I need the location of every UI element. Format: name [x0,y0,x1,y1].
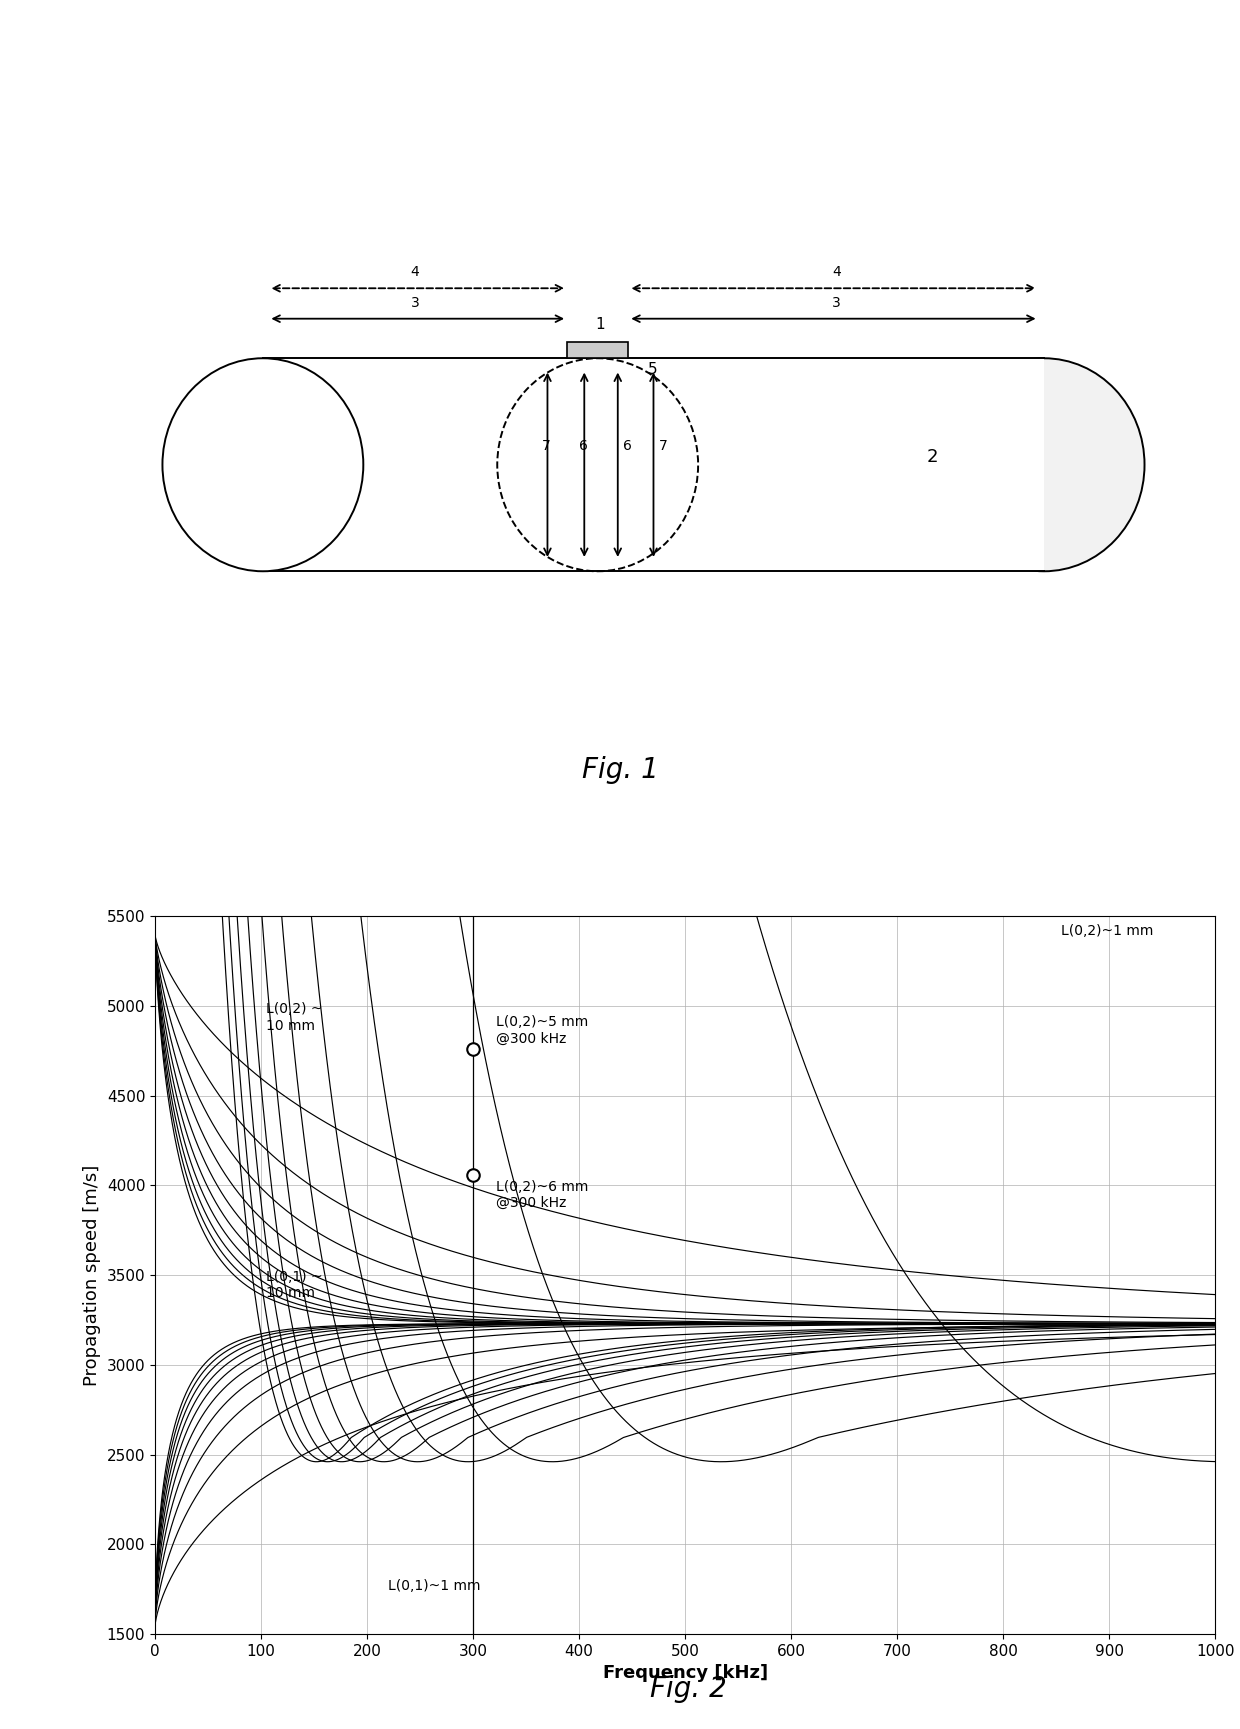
Text: L(0,2)~1 mm: L(0,2)~1 mm [1061,923,1154,937]
Text: L(0,2)~6 mm
@300 kHz: L(0,2)~6 mm @300 kHz [496,1181,589,1210]
Text: 3: 3 [832,296,841,309]
Text: 6: 6 [624,439,632,453]
Text: 2: 2 [926,448,939,467]
Text: Fig. 2: Fig. 2 [650,1675,727,1703]
Text: L(0,2) ~
10 mm: L(0,2) ~ 10 mm [267,1003,322,1032]
Polygon shape [263,358,1044,571]
Text: Fig. 1: Fig. 1 [582,756,658,785]
Bar [567,342,629,358]
Text: 3: 3 [410,296,419,309]
Ellipse shape [162,358,363,571]
X-axis label: Frequency [kHz]: Frequency [kHz] [603,1665,768,1682]
Text: L(0,1) ~
10 mm: L(0,1) ~ 10 mm [267,1269,322,1300]
Text: 1: 1 [595,318,605,332]
Text: 5: 5 [649,361,657,377]
Text: L(0,2)~5 mm
@300 kHz: L(0,2)~5 mm @300 kHz [496,1015,589,1046]
Y-axis label: Propagation speed [m/s]: Propagation speed [m/s] [83,1165,102,1385]
Text: 4: 4 [410,265,419,278]
Text: 6: 6 [579,439,588,453]
Text: 4: 4 [832,265,841,278]
Text: 7: 7 [660,439,668,453]
Ellipse shape [944,358,1145,571]
Text: 7: 7 [542,439,551,453]
Text: L(0,1)~1 mm: L(0,1)~1 mm [388,1579,481,1592]
